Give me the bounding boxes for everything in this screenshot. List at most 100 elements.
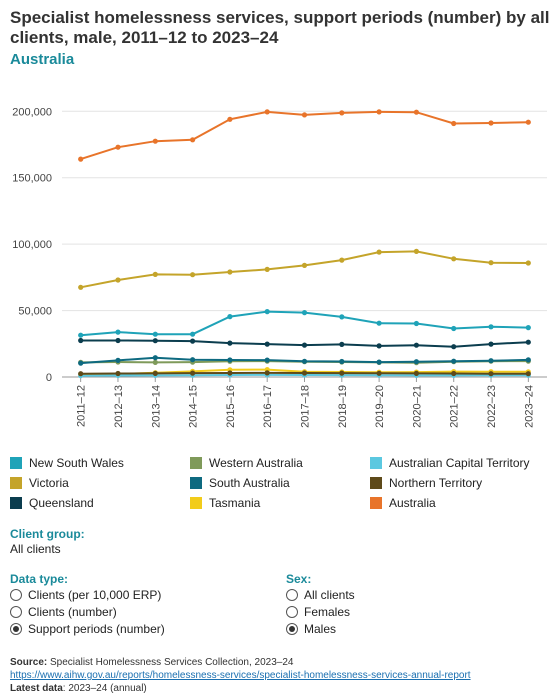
radio-label: Clients (per 10,000 ERP) — [28, 588, 162, 602]
y-tick-label: 200,000 — [12, 106, 52, 118]
x-tick-label: 2020–21 — [411, 385, 423, 428]
data-point — [227, 370, 233, 376]
data-point — [152, 359, 158, 365]
line-chart: 0 50,000 100,000 150,000 200,000 2011–12 2012–… — [12, 106, 547, 428]
data-point — [78, 332, 84, 338]
data-point — [115, 277, 121, 283]
data-point — [190, 338, 196, 344]
data-point — [451, 256, 457, 262]
x-tick-label: 2012–13 — [113, 385, 125, 428]
data-point — [227, 314, 233, 320]
data-point — [152, 138, 158, 144]
data-point — [115, 357, 121, 363]
series-line — [80, 110, 529, 161]
data-point — [190, 357, 196, 363]
data-point — [376, 370, 382, 376]
data-point — [488, 120, 494, 126]
radio-button[interactable] — [286, 589, 298, 601]
data-point — [227, 116, 233, 122]
legend-swatch — [190, 477, 202, 489]
x-tick-label: 2023–24 — [523, 385, 535, 428]
chart-subtitle: Australia — [10, 51, 75, 68]
legend-label: Australian Capital Territory — [389, 456, 530, 470]
data-point — [376, 109, 382, 115]
data-type-label: Data type: — [10, 572, 69, 586]
legend-item-western-australia[interactable]: Western Australia — [190, 456, 303, 470]
latest-data-label: Latest data — [10, 683, 63, 694]
data-point — [451, 325, 457, 332]
sex-option-all-clients[interactable]: All clients — [286, 588, 355, 602]
data-point — [190, 370, 196, 376]
x-tick-label: 2015–16 — [225, 385, 237, 428]
radio-button[interactable] — [10, 606, 22, 618]
x-tick-label: 2021–22 — [449, 385, 461, 428]
x-tick-label: 2016–17 — [262, 385, 274, 428]
legend-item-south-australia[interactable]: South Australia — [190, 476, 290, 490]
radio-button[interactable] — [286, 606, 298, 618]
data-point — [264, 266, 270, 272]
radio-label: Females — [304, 605, 351, 619]
legend-swatch — [190, 497, 202, 509]
data-point — [451, 370, 457, 377]
legend-label: Australia — [389, 496, 436, 510]
data-point — [451, 120, 457, 127]
legend-item-australian-capital-territory[interactable]: Australian Capital Territory — [370, 456, 530, 470]
data-point — [227, 357, 233, 363]
y-tick-label: 50,000 — [18, 306, 52, 318]
y-tick-label: 150,000 — [12, 173, 52, 185]
data-type-option-clients-number[interactable]: Clients (number) — [10, 605, 117, 619]
sex-option-females[interactable]: Females — [286, 605, 350, 619]
data-point — [264, 370, 270, 376]
data-point — [339, 370, 345, 376]
data-point — [115, 370, 121, 377]
data-point — [488, 358, 494, 364]
source-note: Source: Specialist Homelessness Services… — [10, 656, 471, 695]
legend-item-victoria[interactable]: Victoria — [10, 476, 69, 490]
data-point — [451, 344, 457, 350]
radio-label: Males — [304, 622, 337, 636]
source-text: Specialist Homelessness Services Collect… — [50, 657, 294, 668]
y-tick-label: 100,000 — [12, 239, 52, 251]
x-tick-label: 2014–15 — [188, 385, 200, 428]
x-tick-label: 2019–20 — [374, 385, 386, 428]
data-point — [78, 156, 84, 162]
data-point — [301, 342, 308, 348]
data-type-option-support-periods[interactable]: Support periods (number) — [10, 622, 165, 636]
data-point — [152, 355, 158, 361]
radio-button[interactable] — [10, 623, 22, 635]
legend-item-new-south-wales[interactable]: New South Wales — [10, 456, 124, 470]
legend-label: Western Australia — [209, 456, 303, 470]
legend-item-queensland[interactable]: Queensland — [10, 496, 94, 510]
data-point — [451, 358, 457, 364]
radio-button[interactable] — [10, 589, 22, 601]
y-tick-label: 0 — [46, 372, 52, 384]
radio-selected-dot — [13, 626, 19, 632]
data-point — [413, 359, 419, 365]
radio-label: All clients — [304, 588, 355, 602]
data-point — [488, 324, 494, 330]
sex-option-males[interactable]: Males — [286, 622, 336, 636]
data-type-option-clients-per-erp[interactable]: Clients (per 10,000 ERP) — [10, 588, 161, 602]
data-point — [264, 109, 270, 115]
data-point — [525, 339, 531, 345]
data-point — [152, 271, 158, 277]
source-link[interactable]: https://www.aihw.gov.au/reports/homeless… — [10, 670, 471, 681]
x-tick-label: 2017–18 — [300, 385, 312, 428]
data-point — [525, 119, 531, 125]
legend-item-tasmania[interactable]: Tasmania — [190, 496, 260, 510]
data-point — [488, 341, 494, 347]
data-point — [376, 359, 382, 365]
legend-swatch — [10, 457, 22, 469]
radio-button[interactable] — [286, 623, 298, 635]
data-point — [413, 370, 419, 376]
legend-label: South Australia — [209, 476, 290, 490]
legend-swatch — [370, 497, 382, 509]
data-point — [115, 329, 121, 335]
data-point — [339, 314, 345, 320]
latest-data-text: : 2023–24 (annual) — [62, 683, 147, 694]
legend-swatch — [370, 477, 382, 489]
data-point — [339, 257, 345, 263]
legend-item-australia[interactable]: Australia — [370, 496, 436, 510]
x-tick-label: 2022–23 — [486, 385, 498, 428]
legend-item-northern-territory[interactable]: Northern Territory — [370, 476, 482, 490]
